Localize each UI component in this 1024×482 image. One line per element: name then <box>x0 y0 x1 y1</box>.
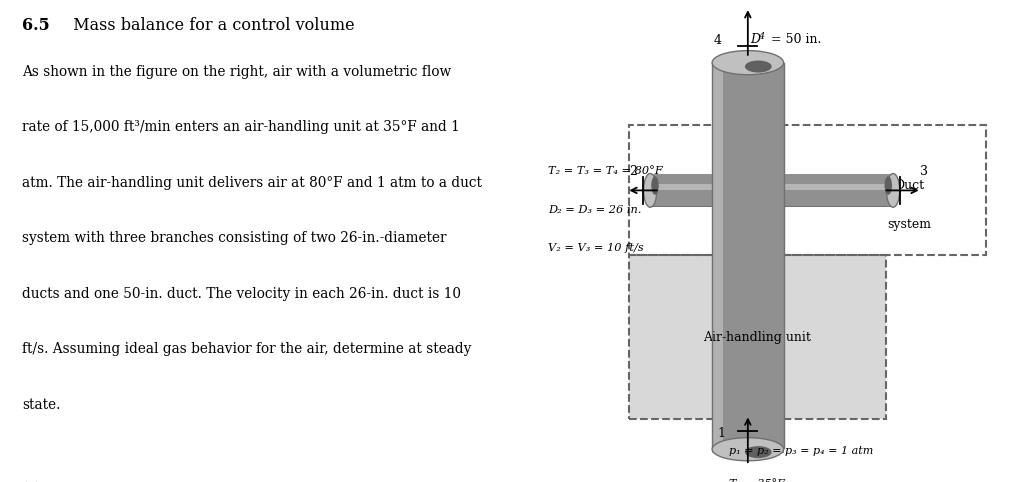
Bar <box>783 174 893 207</box>
Text: = 50 in.: = 50 in. <box>767 33 821 46</box>
Bar <box>650 185 712 190</box>
Ellipse shape <box>651 176 658 195</box>
Ellipse shape <box>712 51 783 75</box>
Bar <box>783 206 893 207</box>
Bar <box>712 125 723 419</box>
Text: ducts and one 50-in. duct. The velocity in each 26-in. duct is 10: ducts and one 50-in. duct. The velocity … <box>22 287 461 301</box>
Text: system with three branches consisting of two 26-in.-diameter: system with three branches consisting of… <box>22 231 446 245</box>
Text: T₁ = 35°F: T₁ = 35°F <box>729 480 784 482</box>
Text: ft/s. Assuming ideal gas behavior for the air, determine at steady: ft/s. Assuming ideal gas behavior for th… <box>22 342 471 356</box>
Ellipse shape <box>887 174 900 207</box>
Ellipse shape <box>744 446 772 458</box>
Bar <box>629 255 886 419</box>
Bar <box>712 125 783 419</box>
Bar <box>629 125 986 255</box>
Text: p₁ = p₂ = p₃ = p₄ = 1 atm: p₁ = p₂ = p₃ = p₄ = 1 atm <box>729 446 873 455</box>
Text: system: system <box>888 218 932 230</box>
Text: T₂ = T₃ = T₄ = 80°F: T₂ = T₃ = T₄ = 80°F <box>548 166 663 176</box>
Bar <box>783 185 893 190</box>
Text: 3: 3 <box>920 165 928 177</box>
Text: D: D <box>751 33 760 46</box>
Ellipse shape <box>744 60 772 72</box>
Text: Duct: Duct <box>895 179 925 192</box>
Bar <box>650 206 712 207</box>
Bar <box>712 419 723 453</box>
Bar <box>712 63 723 125</box>
Ellipse shape <box>885 176 892 195</box>
Text: As shown in the figure on the right, air with a volumetric flow: As shown in the figure on the right, air… <box>22 65 451 79</box>
Text: 1: 1 <box>718 428 726 440</box>
Bar <box>650 174 712 207</box>
Text: state.: state. <box>22 398 60 412</box>
Bar <box>712 63 783 125</box>
Bar <box>712 419 783 453</box>
Text: D₂ = D₃ = 26 in.: D₂ = D₃ = 26 in. <box>548 205 641 214</box>
Ellipse shape <box>643 174 656 207</box>
Text: Air-handling unit: Air-handling unit <box>703 331 811 344</box>
Text: 6.5: 6.5 <box>22 17 49 34</box>
Text: 4: 4 <box>714 35 722 47</box>
Text: 4: 4 <box>759 32 765 41</box>
Text: rate of 15,000 ft³/min enters an air-handling unit at 35°F and 1: rate of 15,000 ft³/min enters an air-han… <box>22 120 460 134</box>
Text: 2: 2 <box>630 165 638 177</box>
Text: Mass balance for a control volume: Mass balance for a control volume <box>63 17 354 34</box>
Ellipse shape <box>712 438 783 461</box>
Text: atm. The air-handling unit delivers air at 80°F and 1 atm to a duct: atm. The air-handling unit delivers air … <box>22 176 482 190</box>
Text: V₂ = V₃ = 10 ft/s: V₂ = V₃ = 10 ft/s <box>548 243 644 253</box>
